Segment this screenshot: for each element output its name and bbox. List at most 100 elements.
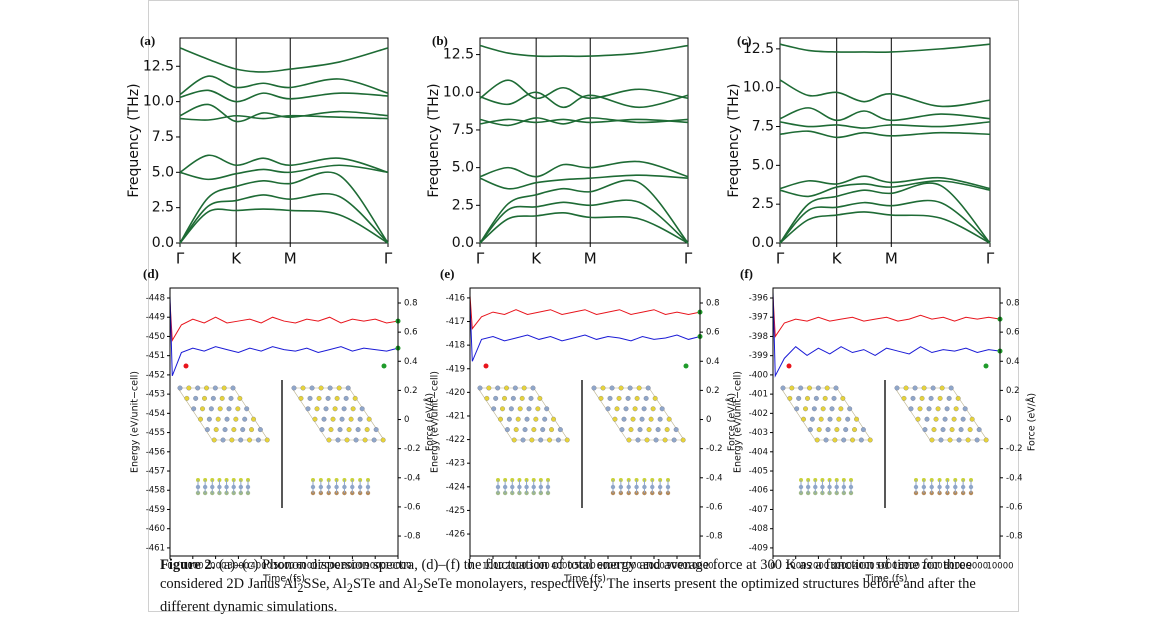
y2-tick-label: 0.2 (706, 386, 720, 396)
atom (852, 427, 857, 433)
atom (935, 406, 941, 412)
y-axis-label: Energy (eV/unit−cell) (733, 371, 744, 473)
y-tick-label: -448 (146, 293, 165, 303)
x-tick-label: 4000 (551, 562, 573, 572)
atom (650, 406, 656, 412)
atom (636, 385, 642, 391)
x-tick-label: 6000 (597, 562, 619, 572)
atom (937, 395, 943, 401)
atom (798, 385, 804, 391)
phonon-branch (479, 91, 689, 109)
atom (213, 427, 219, 433)
atom (529, 437, 535, 443)
phonon-branch (179, 154, 389, 174)
y2-axis-label: Force (eV/Å) (726, 393, 738, 451)
atom (671, 437, 677, 443)
atom (811, 406, 817, 412)
atom (540, 427, 546, 433)
atom (639, 416, 645, 422)
y-tick-label: -405 (749, 467, 768, 477)
atom (924, 416, 930, 422)
y-tick-label: -416 (446, 293, 465, 303)
plot-frame (779, 37, 991, 244)
structure-cell (894, 387, 988, 441)
structure-cell (477, 387, 569, 441)
atom (226, 406, 232, 412)
structure-side-view (495, 478, 551, 496)
atom (184, 395, 190, 401)
atom (612, 416, 618, 422)
atom (780, 385, 786, 391)
atom (836, 416, 842, 422)
atom (538, 437, 544, 443)
atom (627, 385, 633, 391)
atom (231, 427, 237, 433)
atom (974, 437, 980, 443)
atom (652, 395, 658, 401)
phonon-branch (479, 160, 689, 178)
atom (211, 437, 217, 443)
atom (512, 385, 518, 391)
atom (511, 437, 517, 443)
y2-tick-label: 0 (404, 415, 409, 425)
plot-frame (479, 37, 689, 244)
structure-inset (894, 385, 989, 443)
atom (204, 385, 209, 391)
atom (521, 385, 527, 391)
atom (318, 385, 324, 391)
atom (598, 395, 604, 401)
atom (193, 395, 199, 401)
caption-text: (a)–(c) Phonon dispersion spectra, (d)–(… (160, 557, 972, 592)
y2-tick-label: -0.6 (1006, 502, 1023, 512)
atom (820, 406, 826, 412)
y2-tick-label: 0.6 (404, 328, 418, 338)
y-tick-label: -409 (749, 543, 768, 553)
y2-tick-label: -0.8 (706, 532, 723, 542)
x-tick-label: 3000 (228, 562, 250, 572)
y2-tick-label: 0.4 (706, 357, 720, 367)
panel-label: (b) (432, 33, 448, 48)
y-tick-label: 5.0 (452, 160, 474, 176)
atom (195, 385, 201, 391)
y-tick-label: 7.5 (452, 122, 474, 138)
atom (938, 437, 944, 443)
atom (323, 406, 329, 412)
x-tick-label: 10000 (686, 562, 713, 572)
y-tick-label: -418 (446, 341, 465, 351)
structure-cell (591, 387, 685, 441)
y-tick-label: -408 (749, 524, 768, 534)
caption-subscript: 2 (297, 580, 304, 595)
y2-tick-label: -0.6 (404, 502, 421, 512)
atom (840, 395, 846, 401)
atom (949, 427, 955, 433)
x-tick-label: 8000 (643, 562, 665, 572)
y-tick-label: 7.5 (752, 119, 774, 135)
atom (818, 416, 824, 422)
atom (969, 416, 975, 422)
y2-axis-label: Force (eV/Å) (424, 393, 436, 451)
atom (655, 427, 661, 433)
atom (673, 427, 679, 433)
atom (204, 427, 210, 433)
y2-tick-label: -0.8 (404, 532, 421, 542)
y-tick-label: 0.0 (752, 235, 774, 251)
atom (666, 416, 672, 422)
atom (495, 385, 501, 391)
x-tick-label: 0 (467, 562, 472, 572)
x-tick-label: 5000 (876, 562, 898, 572)
y-tick-label: -453 (146, 390, 165, 400)
x-tick-label: Γ (384, 250, 393, 268)
x-tick-label: 9000 (966, 562, 988, 572)
x-axis-label: Time (fs) (865, 574, 908, 585)
y2-tick-label: -0.6 (706, 502, 723, 512)
atom (229, 437, 235, 443)
y2-tick-label: -0.2 (706, 444, 723, 454)
atom (947, 437, 953, 443)
structure-inset (477, 385, 570, 443)
energy-line (469, 295, 701, 330)
atom (334, 395, 340, 401)
y2-tick-label: -0.4 (706, 473, 723, 483)
atom (823, 437, 829, 443)
y-tick-label: -456 (146, 447, 165, 457)
